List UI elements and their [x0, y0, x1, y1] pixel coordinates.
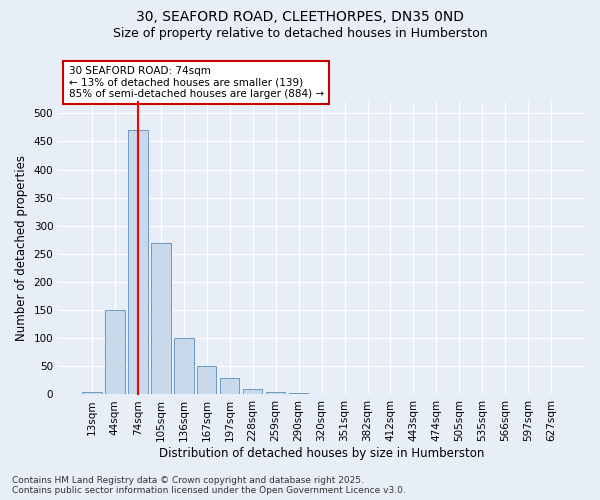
Bar — [128, 130, 148, 394]
X-axis label: Distribution of detached houses by size in Humberston: Distribution of detached houses by size … — [159, 447, 484, 460]
Bar — [266, 392, 286, 394]
Y-axis label: Number of detached properties: Number of detached properties — [15, 156, 28, 342]
Bar — [174, 338, 194, 394]
Bar — [151, 242, 170, 394]
Bar — [82, 392, 101, 394]
Text: Size of property relative to detached houses in Humberston: Size of property relative to detached ho… — [113, 28, 487, 40]
Text: 30, SEAFORD ROAD, CLEETHORPES, DN35 0ND: 30, SEAFORD ROAD, CLEETHORPES, DN35 0ND — [136, 10, 464, 24]
Bar — [243, 389, 262, 394]
Text: Contains HM Land Registry data © Crown copyright and database right 2025.
Contai: Contains HM Land Registry data © Crown c… — [12, 476, 406, 495]
Bar — [105, 310, 125, 394]
Text: 30 SEAFORD ROAD: 74sqm
← 13% of detached houses are smaller (139)
85% of semi-de: 30 SEAFORD ROAD: 74sqm ← 13% of detached… — [69, 66, 324, 99]
Bar — [220, 378, 239, 394]
Bar — [197, 366, 217, 394]
